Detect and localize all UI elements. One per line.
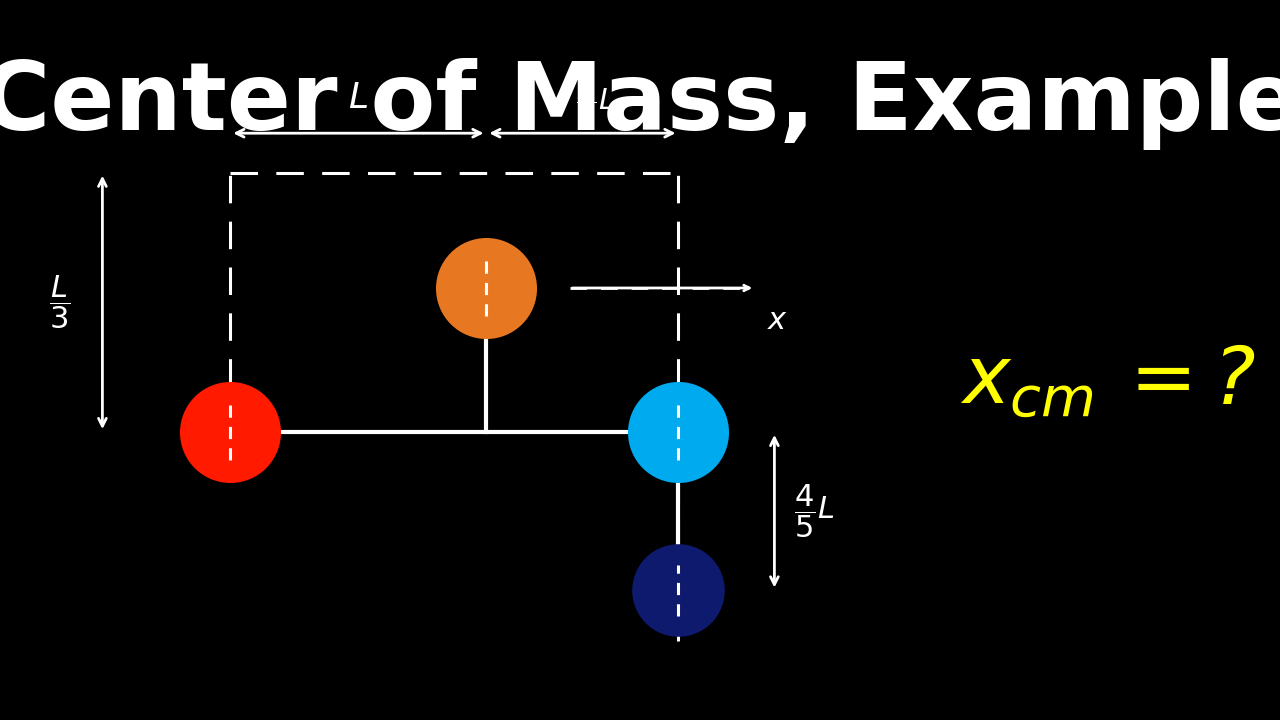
Text: $L$: $L$: [348, 81, 369, 115]
Point: [220, 426, 241, 438]
Point: [476, 282, 497, 294]
Text: Center of Mass, Example: Center of Mass, Example: [0, 58, 1280, 150]
Ellipse shape: [635, 389, 722, 475]
Text: $\dfrac{4}{5}L$: $\dfrac{4}{5}L$: [794, 482, 835, 540]
Ellipse shape: [443, 245, 530, 331]
Ellipse shape: [187, 389, 274, 475]
Text: $x_{cm}$: $x_{cm}$: [960, 343, 1094, 420]
Text: $\dfrac{3}{4}L$: $\dfrac{3}{4}L$: [576, 74, 614, 130]
Point: [668, 426, 689, 438]
Text: x: x: [768, 306, 786, 335]
Ellipse shape: [639, 551, 718, 630]
Point: [668, 585, 689, 596]
Text: $=$?: $=$?: [1114, 343, 1256, 420]
Text: $\dfrac{L}{3}$: $\dfrac{L}{3}$: [49, 274, 70, 331]
